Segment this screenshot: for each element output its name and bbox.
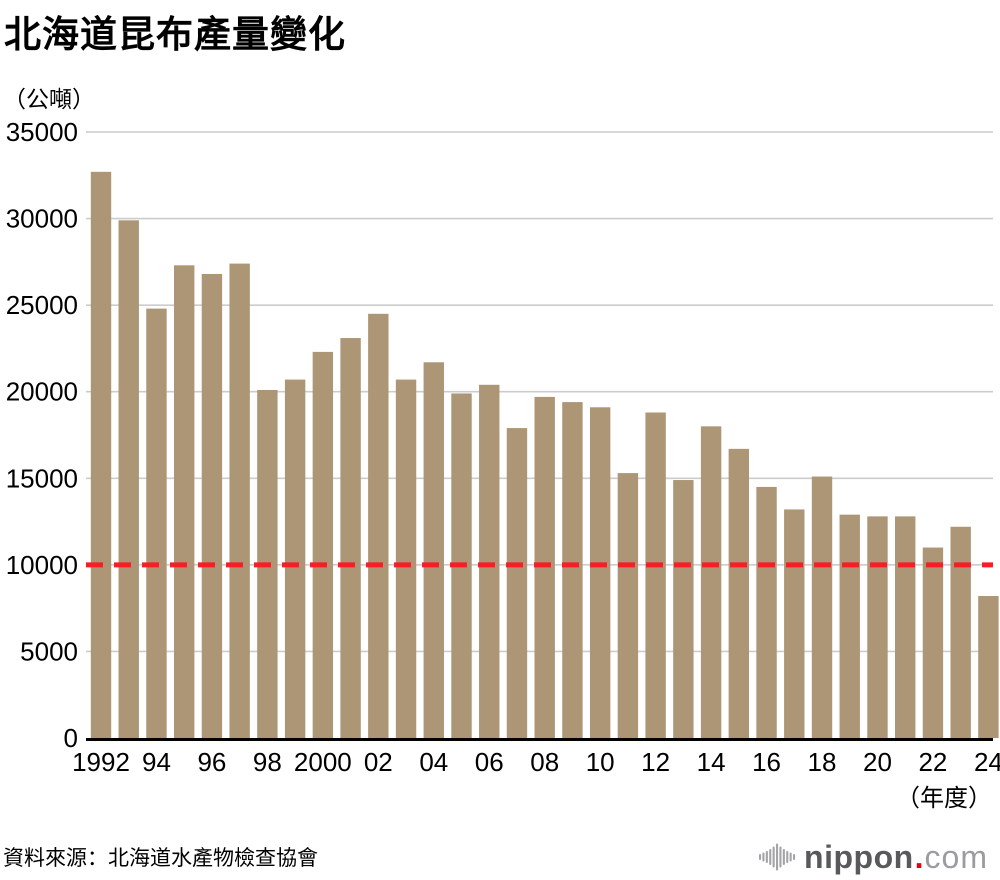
bar-2023 xyxy=(950,526,971,738)
bar-2004 xyxy=(423,362,444,738)
x-tick-label: 14 xyxy=(697,747,726,777)
bar-2017 xyxy=(784,509,805,738)
source-text: 資料來源：北海道水產物檢查協會 xyxy=(3,847,318,870)
x-tick-label: 1992 xyxy=(72,747,130,777)
y-axis-unit-label: （公噸） xyxy=(3,86,95,112)
soundwave-bar xyxy=(793,854,796,860)
bar-1992 xyxy=(90,171,112,738)
soundwave-bar xyxy=(789,852,792,862)
y-tick-label: 5000 xyxy=(20,636,78,666)
x-tick-label: 22 xyxy=(918,747,947,777)
x-tick-label: 16 xyxy=(752,747,781,777)
y-tick-label: 0 xyxy=(64,723,78,753)
soundwave-bar xyxy=(776,843,779,871)
bar-1993 xyxy=(118,220,139,738)
bar-2008 xyxy=(534,396,555,738)
y-tick-label: 35000 xyxy=(6,117,78,147)
chart-title: 北海道昆布產量變化 xyxy=(4,14,346,55)
x-axis-note: （年度） xyxy=(896,785,992,812)
bar-2002 xyxy=(368,313,389,738)
soundwave-bar xyxy=(772,846,775,868)
bar-2020 xyxy=(867,516,888,738)
bar-2024 xyxy=(978,596,999,738)
bar-2011 xyxy=(617,473,639,738)
x-tick-label: 98 xyxy=(253,747,282,777)
bar-1996 xyxy=(201,273,223,738)
x-tick-label: 08 xyxy=(530,747,559,777)
bar-2001 xyxy=(340,338,361,738)
x-tick-label: 94 xyxy=(142,747,171,777)
bar-1995 xyxy=(173,265,195,738)
bar-1997 xyxy=(229,263,250,738)
bar-1994 xyxy=(146,308,167,738)
x-tick-label: 12 xyxy=(641,747,670,777)
bar-2015 xyxy=(728,448,750,738)
y-tick-label: 20000 xyxy=(6,377,78,407)
soundwave-bar xyxy=(779,846,782,868)
x-tick-label: 2000 xyxy=(294,747,352,777)
y-tick-label: 30000 xyxy=(6,204,78,234)
x-tick-label: 04 xyxy=(419,747,448,777)
bar-2012 xyxy=(645,412,666,738)
soundwave-bar xyxy=(759,854,762,860)
bar-2000 xyxy=(312,351,334,738)
x-tick-label: 24 xyxy=(974,747,1000,777)
x-tick-label: 02 xyxy=(364,747,393,777)
bar-2019 xyxy=(839,514,860,738)
soundwave-bar xyxy=(786,851,789,863)
x-tick-label: 96 xyxy=(197,747,226,777)
bar-2013 xyxy=(673,480,694,738)
soundwave-bar xyxy=(762,852,765,862)
soundwave-bar xyxy=(765,851,768,863)
x-tick-label: 18 xyxy=(808,747,837,777)
logo-text-com: com xyxy=(924,838,988,875)
bar-2014 xyxy=(700,426,722,738)
soundwave-bar xyxy=(782,849,785,865)
bar-2022 xyxy=(922,547,944,738)
x-tick-label: 06 xyxy=(475,747,504,777)
bar-2010 xyxy=(589,407,611,738)
bar-2009 xyxy=(562,402,583,738)
bar-2016 xyxy=(756,486,777,738)
bar-2006 xyxy=(479,384,500,738)
y-tick-label: 15000 xyxy=(6,463,78,493)
x-tick-label: 10 xyxy=(586,747,615,777)
logo-dot: . xyxy=(914,838,924,875)
y-tick-label: 25000 xyxy=(6,290,78,320)
bar-2021 xyxy=(895,516,916,738)
bar-2003 xyxy=(395,379,417,738)
soundwave-bar xyxy=(769,849,772,865)
soundwave-icon xyxy=(759,843,796,871)
bar-2007 xyxy=(506,428,528,738)
logo-text-nippon: nippon xyxy=(804,838,914,875)
y-tick-label: 10000 xyxy=(6,550,78,580)
nippon-logo: nippon . com xyxy=(757,838,988,876)
x-tick-label: 20 xyxy=(863,747,892,777)
bar-1999 xyxy=(284,379,306,738)
bar-2018 xyxy=(811,476,833,738)
